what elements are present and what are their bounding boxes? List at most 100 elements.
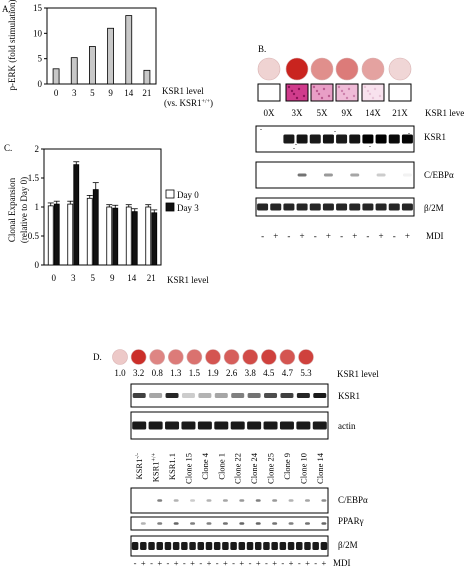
panel-d-ppar-blot-band — [206, 522, 212, 525]
panel-b-dish — [285, 57, 309, 81]
panel-b-dish — [388, 57, 412, 81]
panel-b-b2m-blot-band — [270, 203, 282, 211]
panel-b-blot-label: C/EBPα — [424, 170, 454, 180]
panel-c-legend-label: Day 0 — [177, 190, 199, 200]
panel-c-ytick-label: 0 — [35, 260, 40, 270]
panel-b-blots: KSR1 C/EBPα β/2M — [255, 125, 454, 217]
panel-d-actin-blot-band — [132, 421, 147, 430]
panel-d-treatment-sign: - — [216, 558, 219, 568]
panel-c-chart: 0 0.5 1 1.5 2 0 3 5 9 14 21 — [28, 144, 162, 283]
panel-d-blot-label: PPARγ — [338, 516, 364, 526]
panel-d-treatment-sign: - — [199, 558, 202, 568]
panel-d-ppar-blot-band — [173, 522, 179, 525]
panel-c-bar — [131, 211, 138, 266]
panel-d-treatment-sign: - — [134, 558, 137, 568]
panel-b-treatment-sign: + — [273, 231, 278, 241]
panel-b-micrograph-cell — [315, 89, 319, 93]
panel-d-dish — [205, 349, 221, 365]
panel-d-mdi-label: MDI — [333, 558, 351, 568]
panel-d-ksr1-blot-band — [231, 393, 245, 398]
panel-d-cebpa-blot-band — [288, 499, 294, 502]
panel-b-b2m-blot — [255, 197, 415, 217]
panel-c-ytick-label: 1 — [35, 202, 40, 212]
panel-a-xtick-label: 21 — [142, 88, 151, 98]
panel-c-legend-swatch — [165, 202, 175, 212]
panel-d-ksr1-blot-band — [313, 393, 327, 398]
panel-b-lane-label: 9X — [342, 108, 354, 118]
panel-d-blot-label: β/2M — [338, 540, 358, 550]
panel-b-lane-label: 14X — [365, 108, 381, 118]
panel-d-clone-labels: KSR1-/- KSR1+/+ KSR1.1 Clone 15 Clone 4 Clone… — [134, 452, 325, 484]
panel-b-micrograph-cell — [337, 85, 341, 89]
panel-d-level-value: 5.3 — [300, 368, 312, 378]
panel-d-b2m-blot-band — [148, 542, 155, 550]
panel-d-treatment-sign: + — [239, 558, 244, 568]
panel-d-ksr1-blot-band — [165, 393, 179, 398]
panel-b-ksr1-blot-band — [309, 134, 321, 144]
panel-d-level-value: 3.2 — [133, 368, 144, 378]
panel-d-blot-label: C/EBPα — [338, 495, 368, 505]
panel-b-b2m-blot-band — [336, 203, 348, 211]
panel-d-b2m-blot-band — [304, 542, 311, 550]
panel-d-ppar-blot-band — [239, 522, 245, 525]
panel-d-ppar-blot-band — [288, 522, 294, 525]
panel-c-ylabel-2: (relative to Day 0) — [19, 177, 29, 243]
panel-d-cebpa-blot-band — [272, 499, 278, 502]
panel-a-frame — [46, 7, 157, 85]
panel-d-ppar-blot-band — [255, 522, 261, 525]
panel-d-level-value: 1.0 — [114, 368, 126, 378]
panel-b-micrograph-cell — [340, 89, 344, 93]
panel-d-b2m-blot — [130, 535, 329, 557]
panel-d-level-value: 1.9 — [207, 368, 219, 378]
panel-b-treatment: - + - + - + - + - + - + — [261, 231, 410, 241]
panel-b-ksr-level-label: KSR1 leve — [425, 108, 464, 118]
panel-c-legend-swatch — [165, 189, 175, 199]
panel-b-micrograph-cell — [317, 92, 321, 96]
panel-b-treatment-sign: + — [352, 231, 357, 241]
panel-d-actin-blot-band — [165, 421, 180, 430]
panel-b-lane-label: 21X — [392, 108, 408, 118]
panel-d-level-value: 1.3 — [170, 368, 182, 378]
panel-c-bar — [151, 212, 158, 266]
panel-b-ksr1-blot-speck — [295, 144, 297, 145]
panel-b-b2m-blot-band — [401, 203, 413, 211]
panel-c-bar — [92, 189, 99, 266]
panel-d-treatment-sign: + — [289, 558, 294, 568]
panel-d-treatment-sign: - — [150, 558, 153, 568]
panel-a-xlabel: KSR1 level — [162, 86, 204, 96]
panel-d-clone-label: Clone 14 — [315, 452, 325, 484]
panel-d-b2m-blot-band — [197, 542, 205, 550]
panel-a-ylabel: p-ERK (fold stimulation) — [7, 0, 17, 91]
panel-d-cebpa-blot-band — [239, 499, 245, 502]
panel-b-ksr1-blot-band — [388, 134, 400, 144]
panel-b-mdi-label: MDI — [426, 231, 444, 241]
panel-d-cebpa-blot-band — [304, 499, 310, 502]
panel-d-cebpa-blot-band — [206, 499, 212, 502]
panel-b-b2m-blot-band — [322, 203, 334, 211]
panel-b-lane-label: 3X — [292, 108, 304, 118]
panel-a-bar — [143, 69, 151, 85]
panel-a-chart: 0 5 10 15 0 3 5 9 14 21 — [33, 3, 157, 98]
panel-b-b2m-blot-band — [257, 203, 269, 211]
panel-b-b2m-blot-band — [362, 203, 374, 211]
panel-b-ksr1-blot-band — [322, 134, 334, 144]
panel-d-clone-label: Clone 1 — [216, 453, 226, 480]
panel-d-dish — [223, 349, 240, 365]
panel-b-treatment-sign: - — [314, 231, 317, 241]
panel-b-micrograph — [335, 83, 359, 102]
panel-d-ppar-blot-band — [140, 522, 146, 525]
panel-c-xlabel: KSR1 level — [167, 275, 209, 285]
panel-a-xtick-label: 14 — [124, 88, 134, 98]
panel-b-micrograph-cell — [366, 89, 370, 93]
panel-b-treatment-sign: + — [300, 231, 305, 241]
panel-b-cebpa-blot-band — [376, 173, 386, 177]
panel-c-label: C. — [4, 143, 12, 153]
panel-b-ksr1-blot-speck — [293, 148, 295, 149]
panel-d-actin-blot-band — [148, 421, 163, 430]
panel-b-blot-label: β/2M — [424, 203, 444, 213]
panel-d-dish — [186, 349, 203, 365]
panel-b-micrograph-cell — [302, 94, 306, 98]
panel-b-micrograph-cell — [345, 96, 349, 100]
panel-d-cebpa-blot-band — [321, 499, 327, 502]
